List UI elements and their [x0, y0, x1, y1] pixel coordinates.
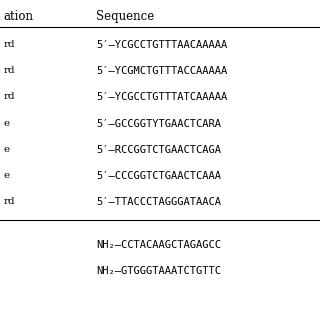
Text: rd: rd	[3, 40, 15, 49]
Text: 5′–YCGMCTGTTTACCAAAAA: 5′–YCGMCTGTTTACCAAAAA	[96, 66, 227, 76]
Text: 5′–CCCGGTCTGAACTCAAA: 5′–CCCGGTCTGAACTCAAA	[96, 171, 221, 181]
Text: ation: ation	[3, 10, 33, 23]
Text: NH₂–GTGGGTAAATCTGTTC: NH₂–GTGGGTAAATCTGTTC	[96, 266, 221, 276]
Text: 5′–YCGCCTGTTTAACAAAAA: 5′–YCGCCTGTTTAACAAAAA	[96, 40, 227, 50]
Text: rd: rd	[3, 197, 15, 206]
Text: Sequence: Sequence	[96, 10, 154, 23]
Text: 5′–YCGCCTGTTTATCAAAAA: 5′–YCGCCTGTTTATCAAAAA	[96, 92, 227, 102]
Text: 5′–GCCGGTYTGAACTCARA: 5′–GCCGGTYTGAACTCARA	[96, 119, 221, 129]
Text: e: e	[3, 119, 9, 128]
Text: 5′–TTACCCTAGGGATAACA: 5′–TTACCCTAGGGATAACA	[96, 197, 221, 207]
Text: rd: rd	[3, 92, 15, 101]
Text: rd: rd	[3, 66, 15, 75]
Text: NH₂–CCTACAAGCTAGAGCC: NH₂–CCTACAAGCTAGAGCC	[96, 240, 221, 250]
Text: e: e	[3, 171, 9, 180]
Text: 5′–RCCGGTCTGAACTCAGA: 5′–RCCGGTCTGAACTCAGA	[96, 145, 221, 155]
Text: e: e	[3, 145, 9, 154]
